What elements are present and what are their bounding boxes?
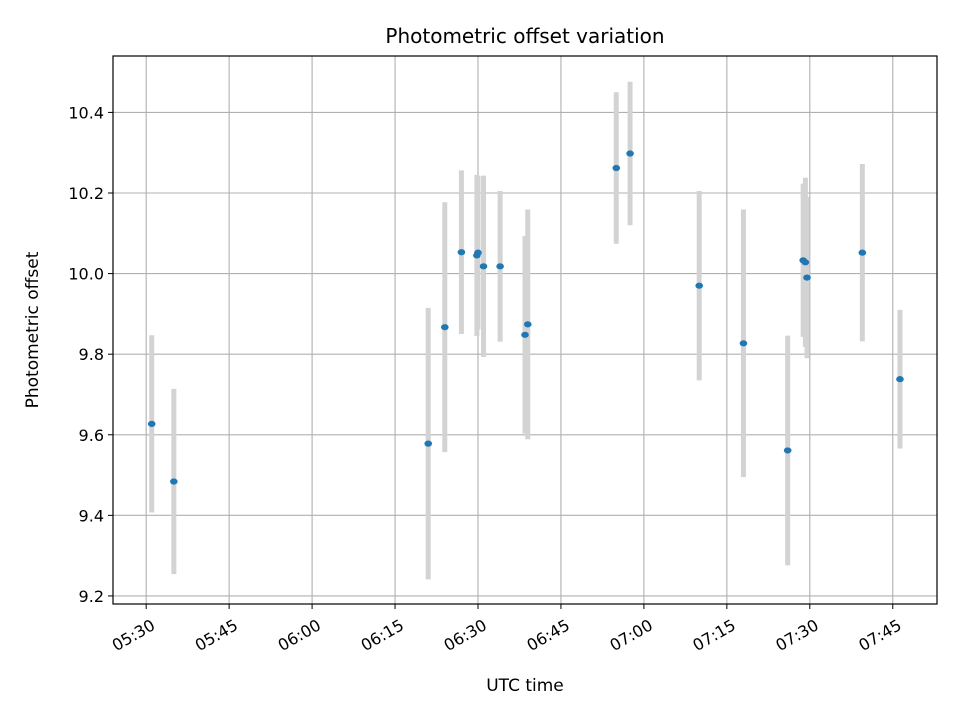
plot-frame (112, 55, 938, 605)
y-axis-ticks: 9.2 9.4 9.6 9.8 10.0 10.2 10.4 (68, 103, 113, 606)
data-point (474, 249, 482, 256)
data-point (170, 478, 178, 485)
y-tick-label: 10.2 (68, 184, 104, 203)
data-point (858, 249, 867, 256)
data-point (441, 324, 449, 331)
y-tick-label: 10.0 (68, 265, 104, 284)
data-point (896, 376, 904, 383)
data-point (479, 263, 488, 270)
data-point (626, 150, 634, 157)
y-tick-label: 9.4 (79, 506, 104, 525)
data-point (521, 331, 529, 338)
data-points (147, 150, 904, 485)
y-tick-label: 10.4 (68, 103, 104, 122)
data-point (801, 259, 810, 266)
y-tick-label: 9.2 (79, 587, 104, 606)
y-tick-label: 9.6 (79, 426, 104, 445)
data-point (457, 249, 466, 256)
chart-title: Photometric offset variation (385, 24, 664, 48)
x-axis-label: UTC time (486, 676, 564, 696)
data-point (496, 263, 504, 270)
data-point (783, 447, 792, 454)
data-point (695, 282, 704, 289)
y-axis-label: Photometric offset (23, 251, 43, 408)
data-point (523, 321, 532, 328)
data-point (739, 340, 748, 347)
data-point (424, 440, 433, 447)
y-tick-label: 9.8 (79, 345, 104, 364)
data-point (147, 420, 156, 427)
data-point (612, 164, 621, 172)
data-point (803, 274, 811, 281)
